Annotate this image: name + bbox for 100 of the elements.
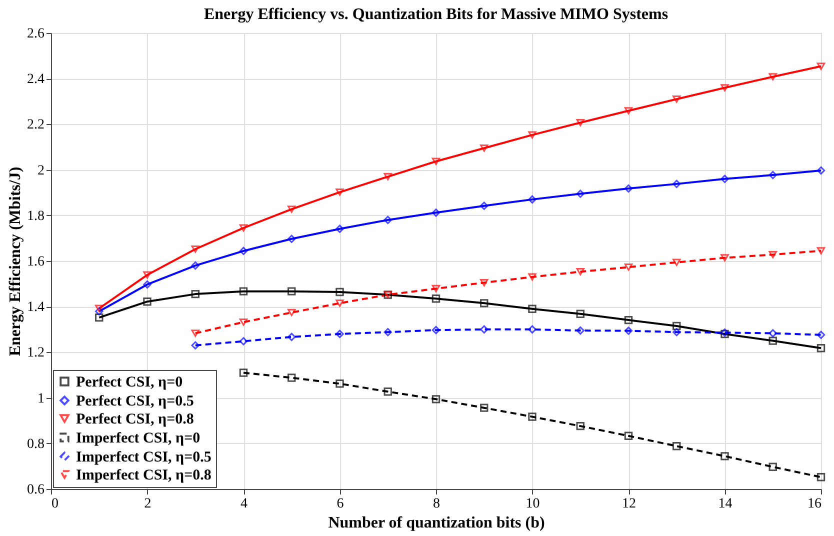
point: [239, 287, 248, 296]
point: [624, 184, 633, 193]
x-tick-label: 14: [718, 496, 732, 512]
legend-label: Perfect CSI, η=0.8: [76, 412, 194, 428]
x-tick-label: 2: [144, 496, 152, 512]
x-tick-label: 4: [240, 496, 248, 512]
y-tick-label: 1.6: [27, 254, 44, 270]
point: [720, 452, 729, 460]
point: [191, 245, 200, 253]
point: [816, 247, 826, 254]
y-tick-label: 2.4: [27, 72, 44, 88]
point: [528, 195, 536, 204]
point: [336, 288, 344, 296]
point: [288, 332, 296, 342]
point: [384, 216, 392, 224]
point: [480, 279, 488, 286]
point: [576, 268, 584, 276]
point: [288, 206, 296, 213]
point: [768, 329, 777, 338]
point: [384, 328, 392, 336]
point: [432, 158, 440, 166]
point: [768, 73, 777, 80]
point: [432, 326, 440, 334]
point: [528, 325, 536, 334]
point: [191, 341, 200, 350]
point: [288, 234, 296, 243]
point: [528, 412, 536, 421]
point: [480, 144, 488, 152]
point: [95, 307, 104, 316]
point: [191, 261, 200, 270]
point: [528, 273, 536, 281]
point: [624, 264, 633, 271]
y-tick-label: 1.2: [27, 346, 44, 361]
point: [95, 313, 104, 322]
x-tick-label: 6: [336, 496, 344, 512]
y-tick-label: 2: [38, 163, 44, 178]
x-tick-label: 0: [52, 496, 58, 512]
point: [672, 442, 681, 450]
point: [239, 337, 248, 346]
x-tick-label: 10: [526, 496, 540, 512]
y-tick-label: 2.6: [27, 26, 44, 42]
point: [816, 62, 826, 70]
point: [384, 388, 392, 396]
point: [672, 258, 681, 266]
legend-label: Perfect CSI, η=0: [76, 374, 183, 390]
y-tick-label: 1.8: [27, 208, 44, 224]
point: [624, 326, 633, 335]
point: [432, 208, 440, 217]
point: [768, 336, 777, 345]
point: [336, 330, 344, 338]
point: [480, 404, 488, 412]
point: [432, 294, 440, 303]
point: [672, 180, 681, 188]
point: [288, 287, 296, 296]
point: [816, 344, 826, 352]
legend-label: Perfect CSI, η=0.5: [76, 394, 194, 410]
point: [288, 308, 296, 316]
point: [816, 473, 826, 482]
point: [576, 118, 584, 126]
x-tick-label: 12: [622, 496, 636, 512]
point: [143, 271, 152, 279]
legend-label: Imperfect CSI, η=0.8: [76, 468, 212, 484]
point: [480, 202, 488, 210]
x-tick-label: 8: [433, 496, 440, 512]
point: [624, 107, 633, 114]
x-tick-label: 16: [808, 496, 822, 512]
point: [816, 166, 826, 175]
point: [576, 422, 584, 430]
x-axis-title: Number of quantization bits (b): [328, 514, 545, 532]
y-tick-label: 2.2: [27, 118, 44, 133]
point: [768, 250, 777, 258]
y-tick-label: 0.8: [27, 436, 44, 452]
point: [143, 280, 152, 289]
point: [239, 224, 248, 232]
point: [576, 326, 584, 335]
point: [336, 300, 344, 307]
point: [384, 172, 392, 180]
point: [672, 95, 681, 103]
point: [576, 310, 584, 318]
y-axis-title: Energy Efficiency (Mbits/J): [7, 166, 24, 356]
point: [672, 322, 681, 330]
point: [768, 170, 777, 180]
point: [768, 462, 777, 471]
point: [239, 318, 248, 326]
point: [432, 284, 440, 292]
point: [336, 224, 344, 233]
point: [720, 84, 729, 92]
point: [336, 380, 344, 388]
point: [480, 325, 488, 334]
legend-label: Imperfect CSI, η=0: [76, 430, 200, 446]
point: [288, 374, 296, 382]
point: [432, 395, 440, 404]
point: [336, 188, 344, 196]
point: [816, 330, 826, 339]
point: [576, 190, 584, 198]
y-tick-label: 1.4: [27, 300, 44, 316]
y-tick-label: 1: [38, 391, 44, 406]
point: [528, 131, 536, 139]
point: [143, 297, 152, 306]
y-tick-label: 0.6: [27, 482, 44, 498]
